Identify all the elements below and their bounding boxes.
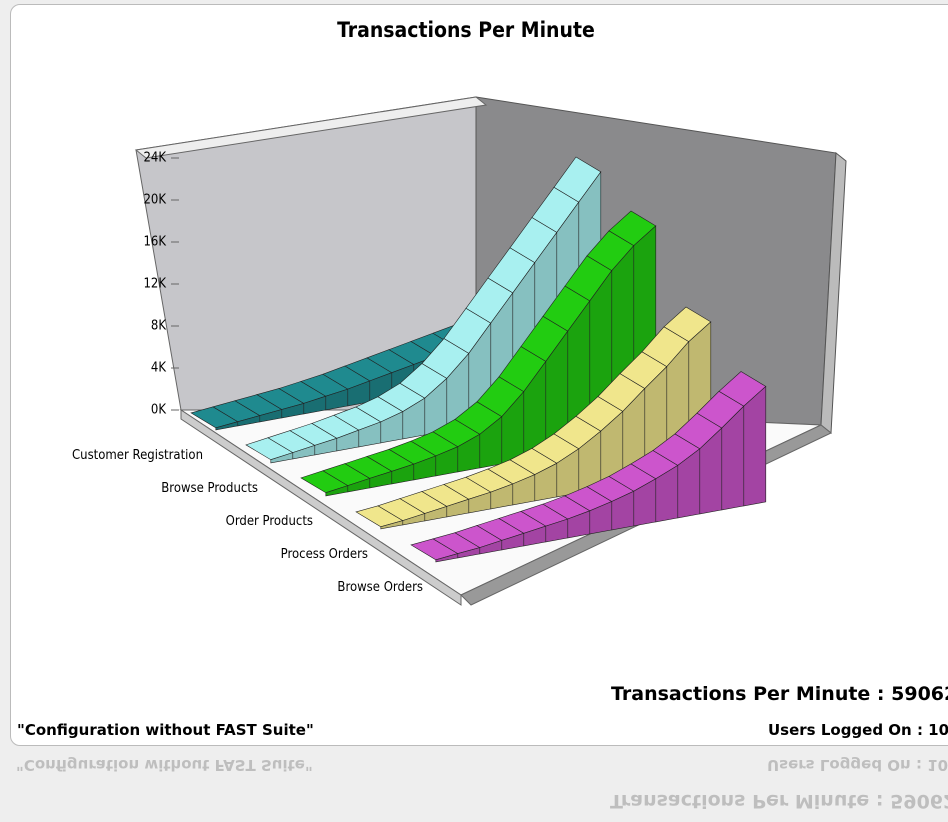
chart-panel: Transactions Per Minute 0K 4K 8K 12K 16K 20K 2… [10,4,948,746]
ribbon-side [743,385,767,507]
series-label: Process Orders [281,547,368,562]
reflection: Transactions Per Minute : 59062 "Configu… [10,746,948,822]
users-reflection: Users Logged On : 100 [767,756,948,774]
y-tick-label: 0K [151,403,166,418]
configuration: "Configuration without FAST Suite" [17,721,314,739]
y-tick-label: 4K [151,361,166,376]
floor-edge [180,409,462,606]
y-tick-label: 8K [151,319,166,334]
chart: Transactions Per Minute 0K 4K 8K 12K 16K 20K 2… [72,18,847,606]
series-label: Order Products [226,514,313,529]
y-tick-label: 12K [143,277,166,292]
users: Users Logged On : 100 [768,721,948,739]
series-label: Customer Registration [72,448,203,463]
y-tick-label: 16K [143,235,166,250]
summary-reflection: Transactions Per Minute : 59062 [610,790,948,812]
chart-title: Transactions Per Minute [337,18,595,42]
series-label: Browse Products [161,481,258,496]
y-tick-label: 20K [143,193,166,208]
series-label: Browse Orders [337,580,423,595]
y-tick-label: 24K [143,151,166,166]
configuration-reflection: "Configuration without FAST Suite" [16,756,313,774]
wall-top [134,96,488,159]
summary: Transactions Per Minute : 59062 [611,683,948,705]
